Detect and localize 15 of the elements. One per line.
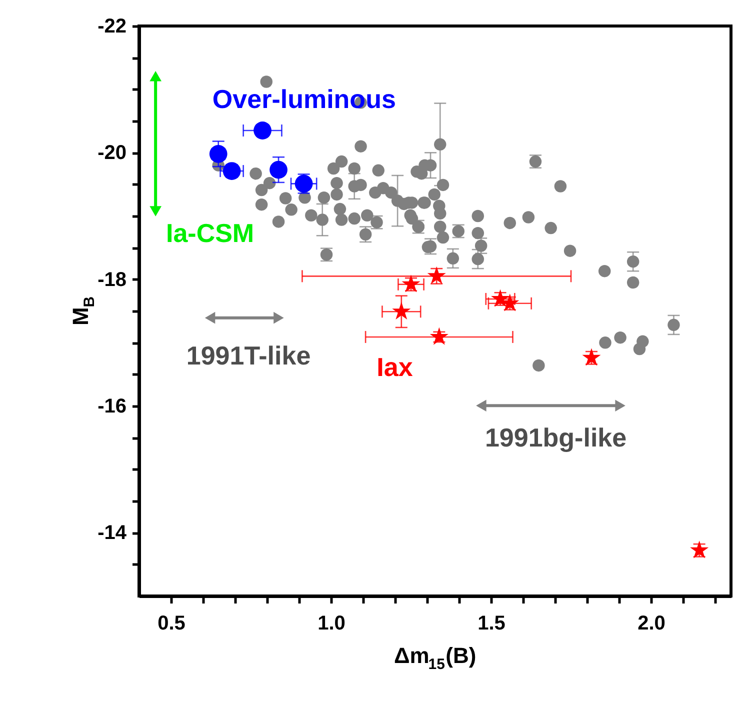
y-tick-label: -20 — [98, 142, 126, 164]
annotation: 1991bg-like — [484, 422, 627, 453]
x-tick-label: 2.0 — [638, 612, 666, 634]
x-tick-label: 1.0 — [318, 612, 346, 634]
y-axis-title: MB — [68, 296, 98, 326]
annotation: Ia-CSM — [166, 218, 254, 248]
annotation: Iax — [376, 352, 414, 382]
y-tick-label: -14 — [98, 522, 128, 544]
annotation: 1991T-like — [186, 340, 311, 371]
x-tick-label: 0.5 — [158, 612, 186, 634]
y-tick-label: -18 — [98, 268, 126, 291]
x-tick-label: 1.5 — [478, 612, 506, 634]
y-tick-label: -16 — [98, 396, 126, 418]
y-tick-label: -22 — [98, 16, 126, 38]
annotation: Over-luminous — [212, 84, 396, 114]
